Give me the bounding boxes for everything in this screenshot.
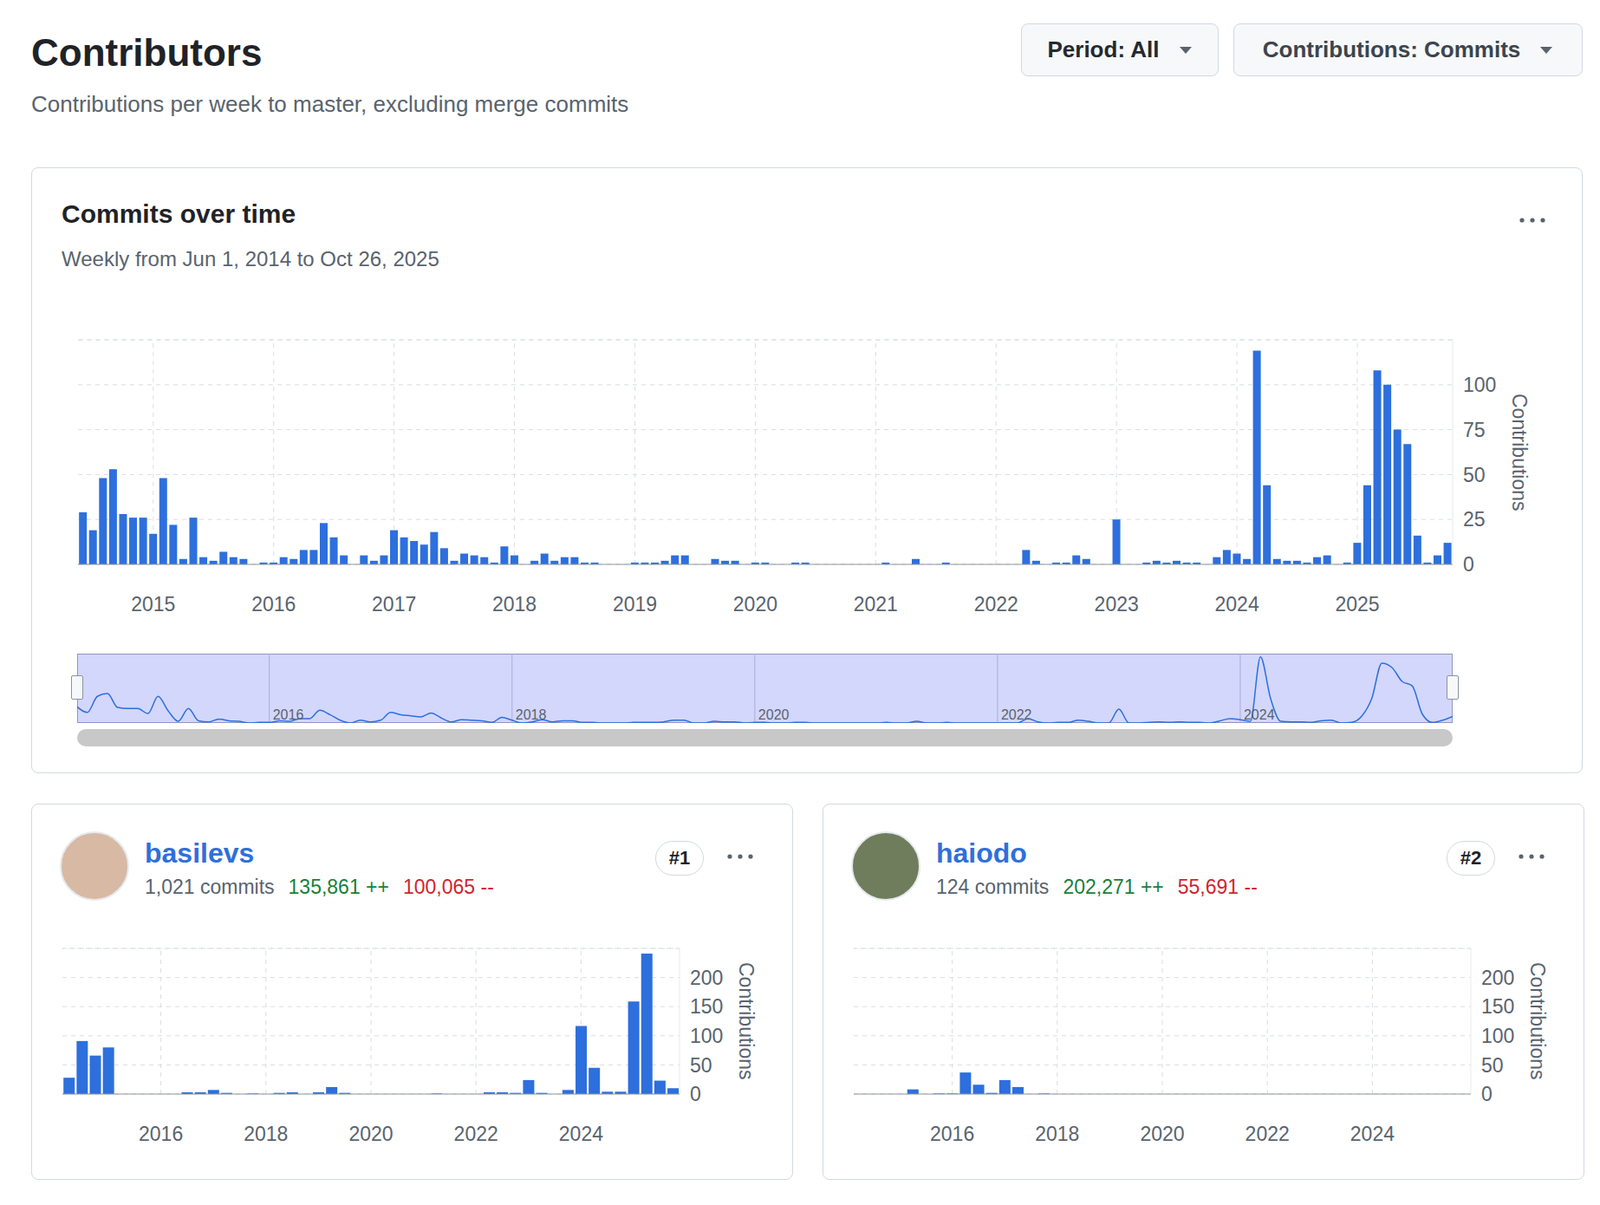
svg-text:150: 150 [1481, 995, 1515, 1018]
svg-text:0: 0 [1481, 1082, 1493, 1106]
svg-text:2020: 2020 [758, 707, 790, 722]
html-text:Weekly from Jun 1, 2014 to Oct: Weekly from Jun 1, 2014 to Oct 26, 2025 [61, 247, 440, 271]
svg-text:2022: 2022 [1245, 1122, 1290, 1145]
html-text:Contributions: Contributions [1525, 962, 1549, 1080]
svg-text:50: 50 [1481, 1053, 1504, 1077]
svg-text:2019: 2019 [612, 592, 657, 616]
html-text:124 commits: 124 commits [936, 875, 1050, 898]
svg-text:50: 50 [1463, 463, 1486, 487]
svg-text:2015: 2015 [130, 592, 176, 616]
svg-text:2016: 2016 [273, 707, 305, 722]
svg-text:2021: 2021 [853, 592, 898, 616]
svg-text:2020: 2020 [348, 1122, 393, 1145]
svg-text:2016: 2016 [138, 1122, 183, 1145]
svg-text:100: 100 [689, 1024, 723, 1048]
svg-text:2018: 2018 [1034, 1122, 1080, 1145]
svg-text:0: 0 [1463, 552, 1475, 576]
svg-text:50: 50 [689, 1053, 713, 1077]
svg-text:2024: 2024 [1215, 592, 1260, 616]
svg-text:2018: 2018 [515, 707, 547, 722]
svg-text:2022: 2022 [454, 1122, 499, 1145]
svg-text:2020: 2020 [1139, 1122, 1184, 1145]
html-text:basilevs: basilevs [144, 837, 255, 869]
svg-text:2024: 2024 [1243, 707, 1275, 722]
html-text:202,271 ++: 202,271 ++ [1062, 875, 1164, 898]
html-text:Contributors: Contributors [31, 31, 263, 74]
html-text:#2: #2 [1460, 846, 1482, 869]
svg-text:0: 0 [689, 1082, 702, 1106]
html-text:haiodo: haiodo [936, 837, 1027, 869]
svg-text:2024: 2024 [559, 1122, 604, 1145]
svg-text:2022: 2022 [974, 592, 1019, 616]
html-text:135,861 ++: 135,861 ++ [288, 875, 390, 898]
svg-text:150: 150 [689, 995, 723, 1018]
html-text:55,691 --: 55,691 -- [1177, 875, 1258, 898]
svg-text:2024: 2024 [1350, 1122, 1395, 1145]
html-text:Period: All: Period: All [1047, 36, 1160, 63]
svg-text:2018: 2018 [243, 1122, 288, 1145]
html-text:Contributions: Commits: Contributions: Commits [1262, 36, 1521, 63]
svg-text:2017: 2017 [371, 592, 417, 616]
svg-text:25: 25 [1463, 507, 1486, 531]
html-text:1,021 commits: 1,021 commits [144, 875, 275, 898]
svg-text:2016: 2016 [251, 592, 296, 616]
html-text:Contributions: Contributions [734, 962, 758, 1080]
svg-text:2016: 2016 [930, 1122, 975, 1145]
html-text:100,065 --: 100,065 -- [403, 875, 494, 898]
html-text:#1: #1 [668, 846, 691, 869]
svg-text:75: 75 [1463, 418, 1486, 442]
html-text:Contributions per week to mast: Contributions per week to master, exclud… [31, 91, 629, 118]
svg-text:200: 200 [689, 966, 723, 989]
svg-text:100: 100 [1481, 1024, 1515, 1048]
svg-text:2020: 2020 [733, 592, 778, 616]
svg-text:2025: 2025 [1334, 592, 1379, 616]
svg-text:2022: 2022 [1001, 707, 1033, 722]
html-text:Commits over time: Commits over time [61, 199, 296, 228]
svg-text:2023: 2023 [1094, 592, 1139, 616]
svg-text:100: 100 [1463, 373, 1496, 397]
html-text:Contributions: Contributions [1507, 393, 1531, 511]
svg-text:2018: 2018 [492, 592, 537, 616]
svg-text:200: 200 [1481, 966, 1515, 989]
